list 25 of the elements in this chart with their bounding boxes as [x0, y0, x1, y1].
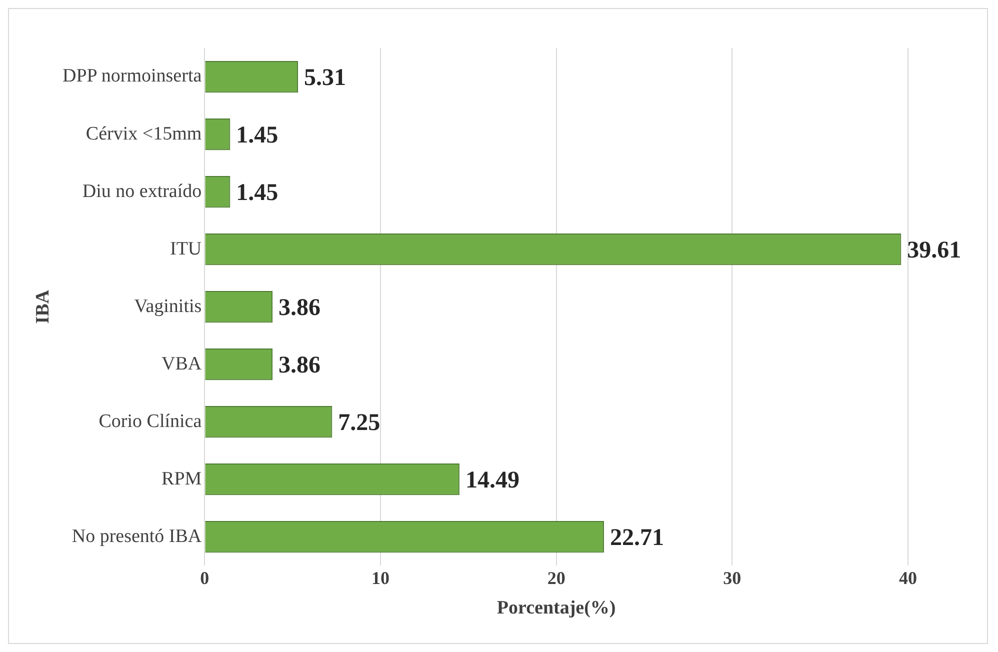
y-tick-label: RPM [162, 468, 202, 490]
y-tick-label: Diu no extraído [82, 180, 202, 202]
data-label: 3.86 [278, 352, 321, 379]
data-label: 1.45 [236, 180, 278, 206]
y-tick-label: No presentó IBA [72, 526, 202, 547]
x-tick-label: 40 [899, 568, 917, 588]
data-label: 14.49 [465, 468, 520, 494]
y-tick-label: VBA [162, 353, 202, 374]
x-tick-label: 20 [547, 568, 566, 588]
data-label: 39.61 [907, 237, 962, 264]
data-label: 1.45 [236, 122, 278, 148]
x-tick-label: 0 [200, 568, 210, 588]
x-axis-title: Porcentaje(%) [496, 598, 616, 619]
y-tick-label: Corio Clínica [98, 410, 202, 432]
y-tick-label: Vaginitis [134, 296, 202, 317]
data-label: 7.25 [338, 410, 380, 436]
y-tick-label: Cérvix <15mm [86, 123, 202, 144]
data-label: 3.86 [278, 295, 321, 322]
data-label: 5.31 [304, 64, 346, 91]
x-tick-label: 30 [723, 568, 742, 588]
data-label: 22.71 [610, 525, 664, 552]
x-tick-label: 10 [371, 568, 390, 588]
y-tick-label: ITU [170, 238, 202, 260]
y-tick-label: DPP normoinserta [62, 66, 202, 87]
y-axis-title: IBA [32, 290, 54, 324]
